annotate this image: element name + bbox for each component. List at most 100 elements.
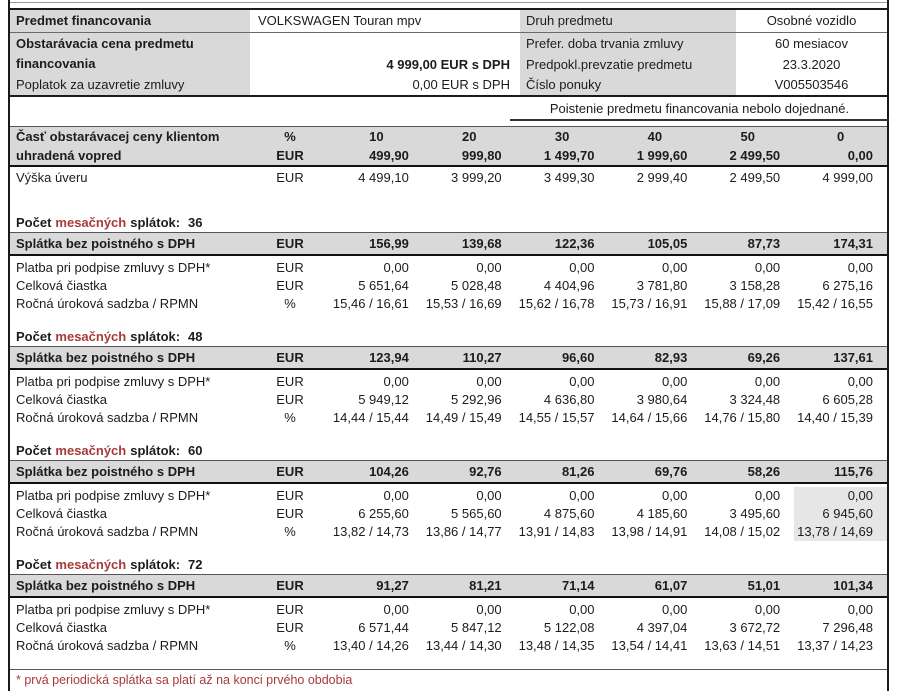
rate-row: Ročná úroková sadzba / RPMN % 13,40 / 14…: [10, 637, 887, 655]
signing-payment-row: Platba pri podpise zmluvy s DPH* EUR 0,0…: [10, 259, 887, 277]
count-value: 48: [188, 329, 203, 344]
handover-value: 23.3.2020: [782, 57, 841, 72]
kind-label: Druh predmetu: [520, 10, 736, 32]
signing-label: Platba pri podpise zmluvy s DPH*: [16, 374, 211, 389]
document-frame: Predmet financovania VOLKSWAGEN Touran m…: [8, 0, 889, 691]
total-amount-row: Celková čiastka EUR 5 651,64 5 028,48 4 …: [10, 277, 887, 295]
installment-value: 123,94: [369, 350, 409, 365]
signing-value: 0,00: [662, 488, 688, 503]
count-value: 60: [188, 443, 203, 458]
total-amount-row: Celková čiastka EUR 6 571,44 5 847,12 5 …: [10, 619, 887, 637]
downpayment-amount-4: 2 499,50: [729, 148, 781, 163]
installment-value: 58,26: [747, 464, 781, 479]
signing-value: 0,00: [569, 260, 595, 275]
row-unit: EUR: [276, 620, 304, 635]
total-amount-row: Celková čiastka EUR 6 255,60 5 565,60 4 …: [10, 505, 887, 523]
signing-payment-row: Platba pri podpise zmluvy s DPH* EUR 0,0…: [10, 373, 887, 391]
duration-label: Prefer. doba trvania zmluvy: [520, 33, 736, 54]
header-row-price: Obstarávacia cena predmetu financovania …: [10, 33, 887, 75]
signing-value: 0,00: [662, 374, 688, 389]
row-unit: EUR: [276, 374, 304, 389]
signing-value: 0,00: [662, 602, 688, 617]
offer-number-value: V005503546: [774, 77, 849, 92]
rate-label: Ročná úroková sadzba / RPMN: [16, 296, 199, 311]
rate-value: 15,73 / 16,91: [611, 296, 688, 311]
total-value: 5 651,64: [358, 278, 409, 293]
total-value: 4 404,96: [543, 278, 595, 293]
rate-value: 13,98 / 14,91: [611, 524, 688, 539]
signing-value: 0,00: [569, 374, 595, 389]
rate-value: 13,54 / 14,41: [611, 638, 688, 653]
price-value: 4 999,00 EUR s DPH: [386, 57, 510, 72]
row-unit: %: [284, 296, 296, 311]
rate-label: Ročná úroková sadzba / RPMN: [16, 524, 199, 539]
row-unit: EUR: [276, 602, 304, 617]
count-red-word: mesačných: [55, 329, 127, 344]
total-value: 3 672,72: [729, 620, 781, 635]
rate-value: 14,76 / 15,80: [704, 410, 781, 425]
loan-value-4: 2 499,50: [729, 170, 781, 185]
installment-row: Splátka bez poistného s DPH EUR 91,27 81…: [10, 574, 887, 598]
total-value: 5 949,12: [358, 392, 409, 407]
downpayment-amount-5: 0,00: [847, 148, 873, 163]
rate-value: 15,42 / 16,55: [797, 296, 873, 311]
handover-label: Predpokl.prevzatie predmetu: [520, 54, 736, 75]
header-row-fee: Poplatok za uzavretie zmluvy 0,00 EUR s …: [10, 75, 887, 95]
total-value: 6 275,16: [822, 278, 873, 293]
count-red-word: mesačných: [55, 443, 127, 458]
installment-row: Splátka bez poistného s DPH EUR 104,26 9…: [10, 460, 887, 484]
total-value: 5 028,48: [451, 278, 502, 293]
rate-value: 15,46 / 16,61: [332, 296, 409, 311]
installment-count-row: Počet mesačných splátok: 36: [10, 213, 887, 232]
signing-value: 0,00: [383, 260, 409, 275]
row-unit: EUR: [276, 392, 304, 407]
signing-value: 0,00: [569, 488, 595, 503]
rate-value: 15,53 / 16,69: [425, 296, 502, 311]
installment-value: 87,73: [747, 236, 781, 251]
installment-count-row: Počet mesačných splátok: 60: [10, 441, 887, 460]
installment-label: Splátka bez poistného s DPH: [16, 578, 196, 593]
installment-value: 101,34: [833, 578, 873, 593]
installment-value: 92,76: [469, 464, 502, 479]
installment-value: 139,68: [461, 236, 502, 251]
count-red-word: mesačných: [55, 557, 127, 572]
installment-value: 81,26: [561, 464, 595, 479]
signing-value: 0,00: [847, 602, 873, 617]
signing-value: 0,00: [569, 602, 595, 617]
downpayment-label-line1: Časť obstarávacej ceny klientom: [16, 129, 220, 144]
installment-value: 51,01: [747, 578, 781, 593]
row-unit: EUR: [276, 260, 304, 275]
price-label: Obstarávacia cena predmetu financovania: [10, 33, 250, 75]
signing-value: 0,00: [847, 374, 873, 389]
rate-value: 15,88 / 17,09: [704, 296, 781, 311]
downpayment-header: Časť obstarávacej ceny klientom % 10 20 …: [10, 126, 887, 167]
installment-value: 110,27: [462, 350, 502, 365]
loan-amount-row: Výška úveru EUR 4 499,10 3 999,20 3 499,…: [10, 167, 887, 189]
header-row-subject: Predmet financovania VOLKSWAGEN Touran m…: [10, 10, 887, 33]
installment-value: 96,60: [561, 350, 595, 365]
price-label-line2: financovania: [16, 56, 96, 71]
rate-value: 14,08 / 15,02: [704, 524, 781, 539]
signing-value: 0,00: [476, 374, 502, 389]
count-prefix: Počet: [16, 557, 52, 572]
total-value: 5 565,60: [451, 506, 502, 521]
loan-value-2: 3 499,30: [543, 170, 595, 185]
row-unit: %: [284, 638, 296, 653]
downpayment-amount-2: 1 499,70: [543, 148, 595, 163]
total-value: 3 495,60: [729, 506, 781, 521]
rate-row: Ročná úroková sadzba / RPMN % 13,82 / 14…: [10, 523, 887, 541]
count-red-word: mesačných: [55, 215, 127, 230]
rate-value: 15,62 / 16,78: [518, 296, 595, 311]
installment-block-72: Počet mesačných splátok: 72 Splátka bez poi…: [10, 555, 887, 655]
row-unit: %: [284, 410, 296, 425]
signing-label: Platba pri podpise zmluvy s DPH*: [16, 260, 211, 275]
total-value: 4 397,04: [636, 620, 688, 635]
count-suffix: splátok:: [130, 215, 181, 230]
insurance-note: Poistenie predmetu financovania nebolo d…: [510, 97, 889, 121]
installment-label: Splátka bez poistného s DPH: [16, 350, 196, 365]
price-label-line1: Obstarávacia cena predmetu: [16, 36, 194, 51]
signing-value: 0,00: [754, 488, 781, 503]
row-unit: EUR: [276, 578, 304, 593]
installment-value: 105,05: [647, 236, 688, 251]
